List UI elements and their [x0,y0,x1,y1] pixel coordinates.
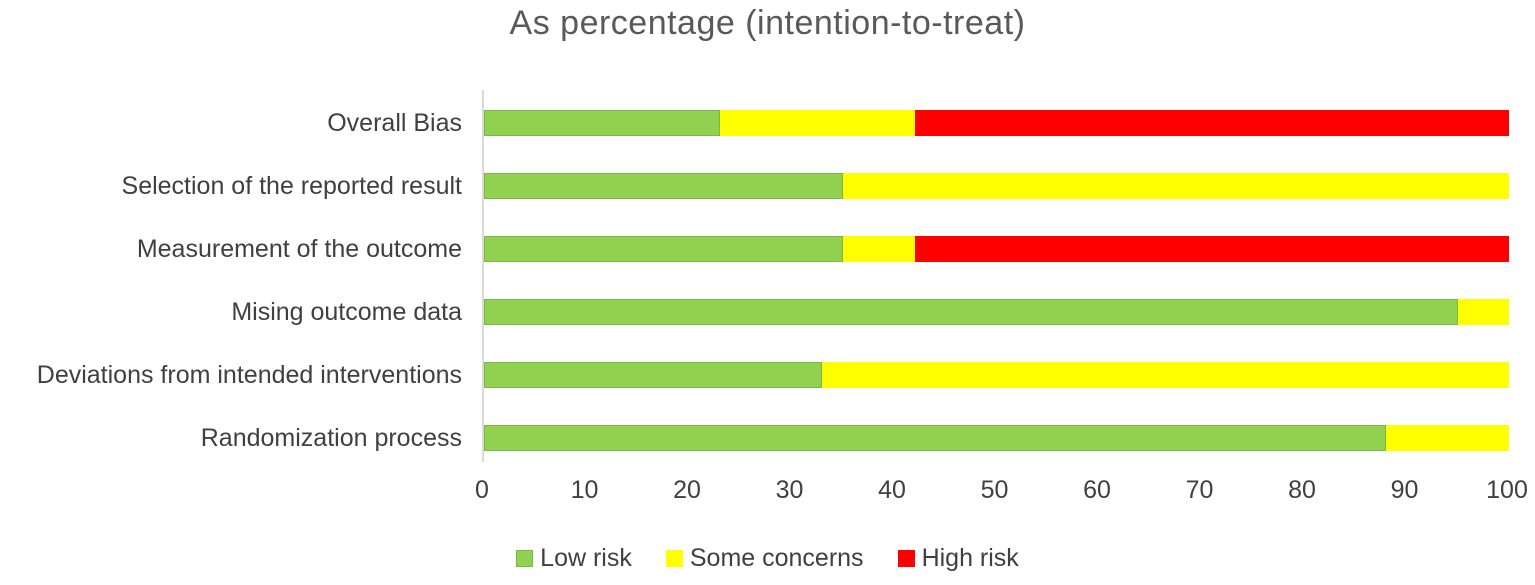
bar-segment-some-concerns [1457,299,1509,325]
bar-segment-low-risk [484,362,823,388]
bar-segment-high-risk [914,236,1509,262]
x-tick-label: 30 [775,476,804,504]
legend-label: High risk [921,544,1019,572]
bar-row-mising-outcome-data [484,299,1509,325]
x-tick-label: 70 [1185,476,1214,504]
plot-area [482,90,1509,462]
category-label: Selection of the reported result [121,172,462,200]
category-label: Deviations from intended interventions [36,361,462,389]
bar-row-randomization-process [484,425,1509,451]
legend-label: Low risk [540,544,632,572]
legend-item-some-concerns: Some concerns [665,544,864,573]
x-tick-label: 50 [980,476,1009,504]
legend-swatch-low-risk-icon [516,550,534,567]
bar-segment-some-concerns [822,362,1509,388]
x-tick-label: 0 [475,476,489,504]
chart-title: As percentage (intention-to-treat) [509,4,1026,42]
bar-row-measurement-of-the-outcome [484,236,1509,262]
bar-segment-low-risk [484,299,1458,325]
bar-segment-low-risk [484,425,1386,451]
bar-segment-low-risk [484,110,720,136]
bar-segment-low-risk [484,173,843,199]
category-label: Randomization process [200,424,462,452]
category-label: Mising outcome data [231,298,462,326]
x-tick-label: 80 [1288,476,1316,504]
x-tick-label: 40 [878,476,906,504]
bar-row-overall-bias [484,110,1509,136]
bar-row-deviations-from-intended-interventions [484,362,1509,388]
legend-label: Some concerns [689,544,864,572]
bar-segment-some-concerns [1386,425,1509,451]
legend: Low risk Some concerns High risk [0,544,1535,573]
x-tick-label: 20 [673,476,701,504]
category-label: Measurement of the outcome [136,235,462,263]
x-axis-tick-labels: 0 10 20 30 40 50 60 70 80 90 100 [475,476,1528,508]
x-tick-label: 10 [570,476,599,504]
x-tick-label: 90 [1390,476,1419,504]
bar-segment-some-concerns [842,173,1509,199]
x-tick-label: 100 [1486,476,1528,504]
legend-item-high-risk: High risk [897,544,1019,573]
bar-segment-low-risk [484,236,843,262]
legend-item-low-risk: Low risk [516,544,632,573]
bar-segment-some-concerns [719,110,915,136]
bar-segment-high-risk [914,110,1509,136]
category-label: Overall Bias [327,109,462,137]
x-tick-label: 60 [1083,476,1111,504]
bar-segment-some-concerns [842,236,915,262]
legend-swatch-some-concerns-icon [665,550,683,567]
legend-swatch-high-risk-icon [897,550,915,567]
bar-row-selection-of-the-reported-result [484,173,1509,199]
category-axis-labels: Overall Bias Selection of the reported re… [0,90,462,462]
